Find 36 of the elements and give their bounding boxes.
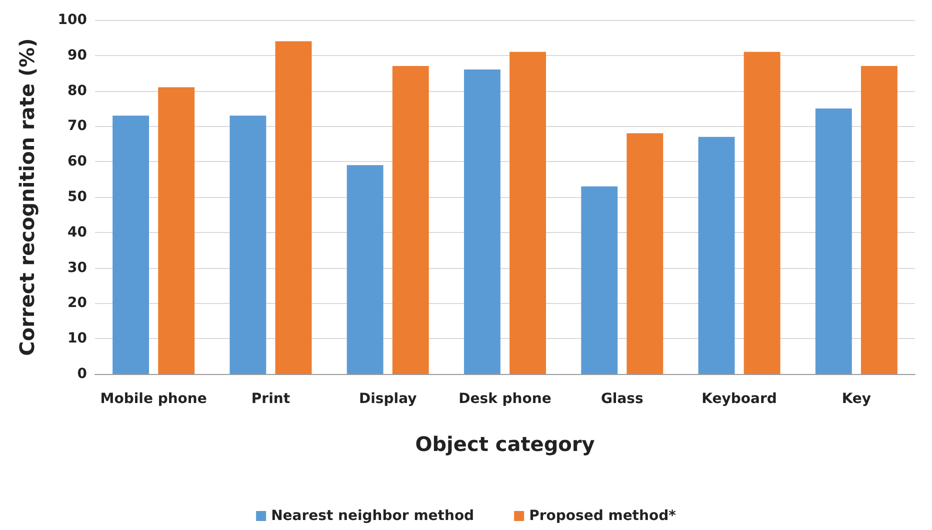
bar <box>626 133 664 374</box>
bar <box>744 52 780 374</box>
x-axis-title: Object category <box>415 432 595 456</box>
y-tick-label: 10 <box>68 330 88 347</box>
y-tick-label: 70 <box>68 118 88 134</box>
bar <box>698 136 735 374</box>
y-tick-label: 40 <box>68 224 88 240</box>
bar <box>158 87 195 374</box>
bar <box>815 108 852 374</box>
y-tick-label: 90 <box>68 47 88 64</box>
legend-label: Nearest neighbor method <box>271 508 474 524</box>
y-tick-label: 30 <box>68 260 88 276</box>
bar <box>392 66 429 374</box>
y-axis-title: Correct recognition rate (%) <box>15 38 39 356</box>
bar <box>581 186 618 374</box>
y-tick-label: 50 <box>68 189 88 205</box>
x-tick-label: Print <box>251 391 290 407</box>
x-tick-label: Keyboard <box>702 391 777 407</box>
y-tick-label: 20 <box>68 295 88 312</box>
bar <box>464 70 500 374</box>
bar <box>346 165 384 374</box>
y-tick-label: 0 <box>77 366 88 382</box>
x-tick-label: Key <box>842 391 872 407</box>
y-tick-label: 100 <box>58 12 88 28</box>
x-tick-label: Display <box>359 391 417 407</box>
x-tick-label: Desk phone <box>458 391 552 407</box>
x-tick-label: Glass <box>600 391 644 407</box>
bar <box>275 41 312 374</box>
y-tick-label: 80 <box>68 82 88 99</box>
y-tick-label: 60 <box>68 154 88 170</box>
bar <box>510 52 546 374</box>
bar <box>860 66 898 374</box>
legend-label: Proposed method* <box>529 508 677 524</box>
bar <box>230 116 266 374</box>
bar <box>112 116 150 374</box>
x-tick-label: Mobile phone <box>100 391 207 407</box>
